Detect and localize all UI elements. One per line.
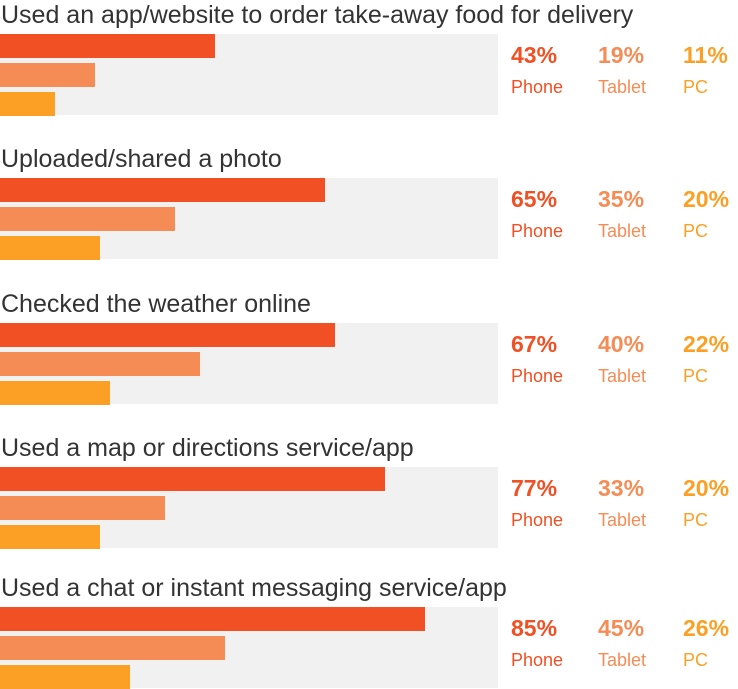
device-label: Phone (511, 366, 564, 386)
percentage-value: 33% (598, 475, 645, 501)
device-label: PC (683, 77, 709, 97)
device-label: PC (683, 510, 709, 530)
bar-tablet (0, 63, 95, 87)
category-label: Used a map or directions service/app (1, 434, 414, 462)
device-label: Tablet (598, 510, 647, 530)
category-label: Used a chat or instant messaging service… (1, 574, 507, 602)
bar-pc (0, 381, 110, 405)
bar-phone (0, 323, 335, 347)
category-label: Used an app/website to order take-away f… (1, 1, 634, 29)
percentage-value: 19% (598, 42, 645, 68)
bar-track (0, 467, 498, 549)
device-label: Phone (511, 510, 564, 530)
bar-pc (0, 525, 100, 549)
percentage-value: 20% (683, 475, 730, 501)
bar-pc (0, 92, 55, 116)
percentage-value: 11% (683, 42, 728, 68)
percentage-value: 77% (511, 475, 558, 501)
percentage-value: 22% (683, 331, 730, 357)
device-label: Tablet (598, 650, 647, 670)
device-label: Phone (511, 650, 564, 670)
bar-tablet (0, 636, 225, 660)
percentage-value: 45% (598, 615, 645, 641)
device-label: Tablet (598, 221, 647, 241)
bar-track (0, 323, 498, 405)
category-label: Uploaded/shared a photo (1, 145, 282, 173)
bar-tablet (0, 352, 200, 376)
percentage-value: 65% (511, 186, 558, 212)
percentage-value: 43% (511, 42, 558, 68)
device-label: Tablet (598, 77, 647, 97)
percentage-value: 40% (598, 331, 645, 357)
bar-track (0, 607, 498, 689)
device-label: PC (683, 221, 709, 241)
bar-tablet (0, 496, 165, 520)
bar-phone (0, 34, 215, 58)
bar-pc (0, 665, 130, 689)
bar-phone (0, 467, 385, 491)
percentage-value: 35% (598, 186, 645, 212)
bar-tablet (0, 207, 175, 231)
category-label: Checked the weather online (1, 290, 311, 318)
percentage-value: 85% (511, 615, 558, 641)
percentage-value: 67% (511, 331, 558, 357)
device-label: Phone (511, 221, 564, 241)
device-label: PC (683, 650, 709, 670)
bar-track (0, 34, 498, 116)
device-label: Tablet (598, 366, 647, 386)
device-label: Phone (511, 77, 564, 97)
bar-phone (0, 607, 425, 631)
device-label: PC (683, 366, 709, 386)
bar-phone (0, 178, 325, 202)
bar-track (0, 178, 498, 260)
percentage-value: 20% (683, 186, 730, 212)
bar-pc (0, 236, 100, 260)
percentage-value: 26% (683, 615, 730, 641)
